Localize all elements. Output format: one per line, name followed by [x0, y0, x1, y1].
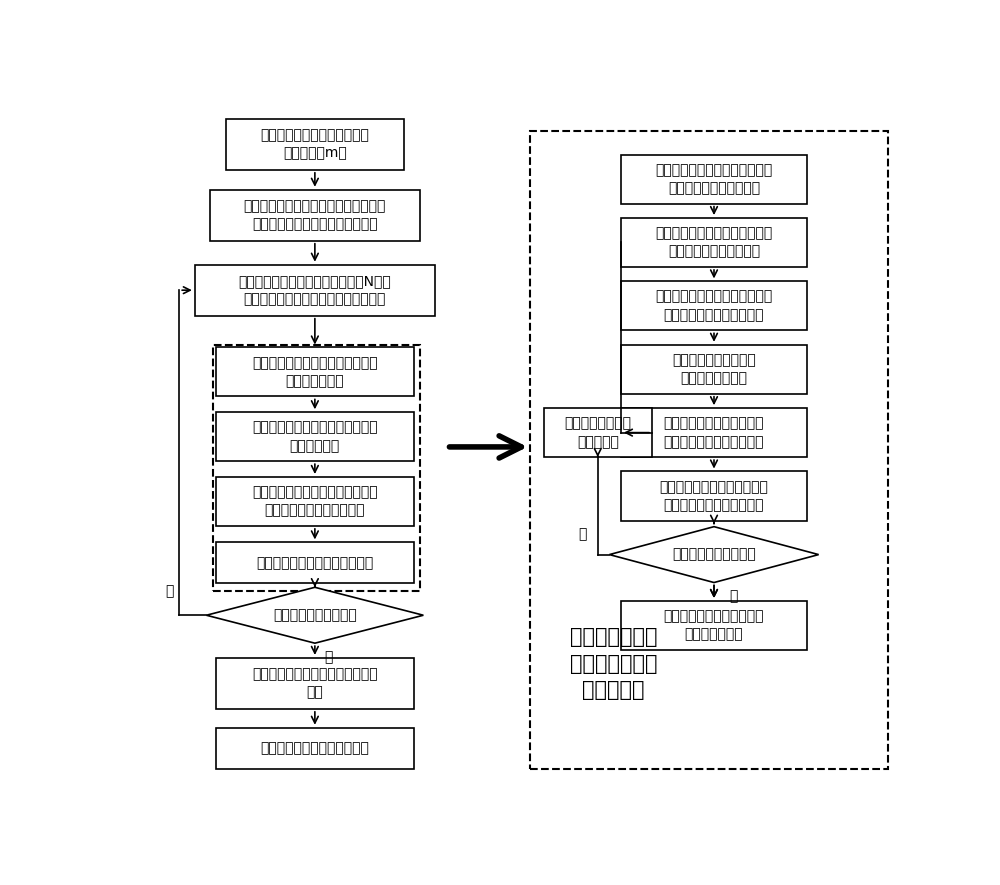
- Bar: [544, 408, 652, 458]
- Text: 以投票机制形成最终诊断结果: 以投票机制形成最终诊断结果: [260, 741, 369, 755]
- Text: 利用袋内数据训练自编码器，对
原始特征空间进行旋转压缩: 利用袋内数据训练自编码器，对 原始特征空间进行旋转压缩: [655, 289, 773, 322]
- Bar: [621, 281, 807, 330]
- Bar: [216, 412, 414, 461]
- Bar: [621, 345, 807, 394]
- Polygon shape: [206, 588, 423, 643]
- Bar: [216, 658, 414, 709]
- Text: 形成由多个最优旋转压缩变换决策
子树: 形成由多个最优旋转压缩变换决策 子树: [252, 667, 378, 699]
- Text: 更新每个粒子位置
即模型参数: 更新每个粒子位置 即模型参数: [564, 417, 631, 449]
- Text: 利用粒子群算法迭代优化自编码器
和决策树分类诊断模型参数: 利用粒子群算法迭代优化自编码器 和决策树分类诊断模型参数: [252, 485, 378, 518]
- Text: 是否达到迭代截止条件: 是否达到迭代截止条件: [672, 548, 756, 562]
- Bar: [621, 155, 807, 204]
- Text: 是否训练新的决策子树: 是否训练新的决策子树: [273, 608, 357, 622]
- Text: 利用袋外数据评估新特征空
间下各决策树分类诊断模型: 利用袋外数据评估新特征空 间下各决策树分类诊断模型: [664, 417, 764, 449]
- Bar: [210, 189, 420, 241]
- Text: 是: 是: [729, 589, 738, 604]
- Text: 否: 否: [325, 650, 333, 664]
- Bar: [216, 727, 414, 768]
- Bar: [195, 265, 435, 316]
- Polygon shape: [609, 527, 819, 582]
- Text: 获得最优旋转压缩变换决策子树: 获得最优旋转压缩变换决策子树: [256, 556, 374, 570]
- Bar: [216, 348, 414, 396]
- Text: 是: 是: [166, 584, 174, 598]
- Bar: [621, 218, 807, 267]
- Text: 有放回随机抽样，形成样本数均为N的特
征子集和差集，即袋内数据和袋外数据: 有放回随机抽样，形成样本数均为N的特 征子集和差集，即袋内数据和袋外数据: [239, 274, 391, 306]
- Text: 利用袋外数据评估自编码器和策树
分类诊断模型: 利用袋外数据评估自编码器和策树 分类诊断模型: [252, 420, 378, 453]
- Text: 记录每个粒子的历史自身最优
和所有粒子的历史全局最优: 记录每个粒子的历史自身最优 和所有粒子的历史全局最优: [660, 480, 768, 512]
- Bar: [621, 472, 807, 520]
- Text: 对振动数据进行小波变换并计算小波熵
构成高压断路器振动特征空间描述: 对振动数据进行小波变换并计算小波熵 构成高压断路器振动特征空间描述: [244, 199, 386, 232]
- Bar: [226, 119, 404, 170]
- Text: 在新特征空间下训练决
策树分类诊断模型: 在新特征空间下训练决 策树分类诊断模型: [672, 353, 756, 386]
- Text: 否: 否: [578, 527, 586, 541]
- Text: 采集高压断路器不同典型缺陷
的振动数据m个: 采集高压断路器不同典型缺陷 的振动数据m个: [260, 128, 369, 160]
- Bar: [621, 408, 807, 458]
- Bar: [216, 543, 414, 583]
- Text: 利用袋内数据设计自编码器和决策
树分类诊断模型: 利用袋内数据设计自编码器和决策 树分类诊断模型: [252, 356, 378, 389]
- Text: 在原始特征空间中有放回抽样，
形成袋内数据和袋外数据: 在原始特征空间中有放回抽样， 形成袋内数据和袋外数据: [655, 163, 773, 196]
- Bar: [621, 601, 807, 650]
- Text: 初始化自编码器、决策树分类诊
断模型和粒子群算法参数: 初始化自编码器、决策树分类诊 断模型和粒子群算法参数: [655, 227, 773, 258]
- Text: 粒子群算法优化
训练旋转压缩变
换决策子树: 粒子群算法优化 训练旋转压缩变 换决策子树: [570, 627, 657, 700]
- Text: 停止迭代，输出最优旋转压
缩变换决策子树: 停止迭代，输出最优旋转压 缩变换决策子树: [664, 609, 764, 642]
- Bar: [216, 477, 414, 526]
